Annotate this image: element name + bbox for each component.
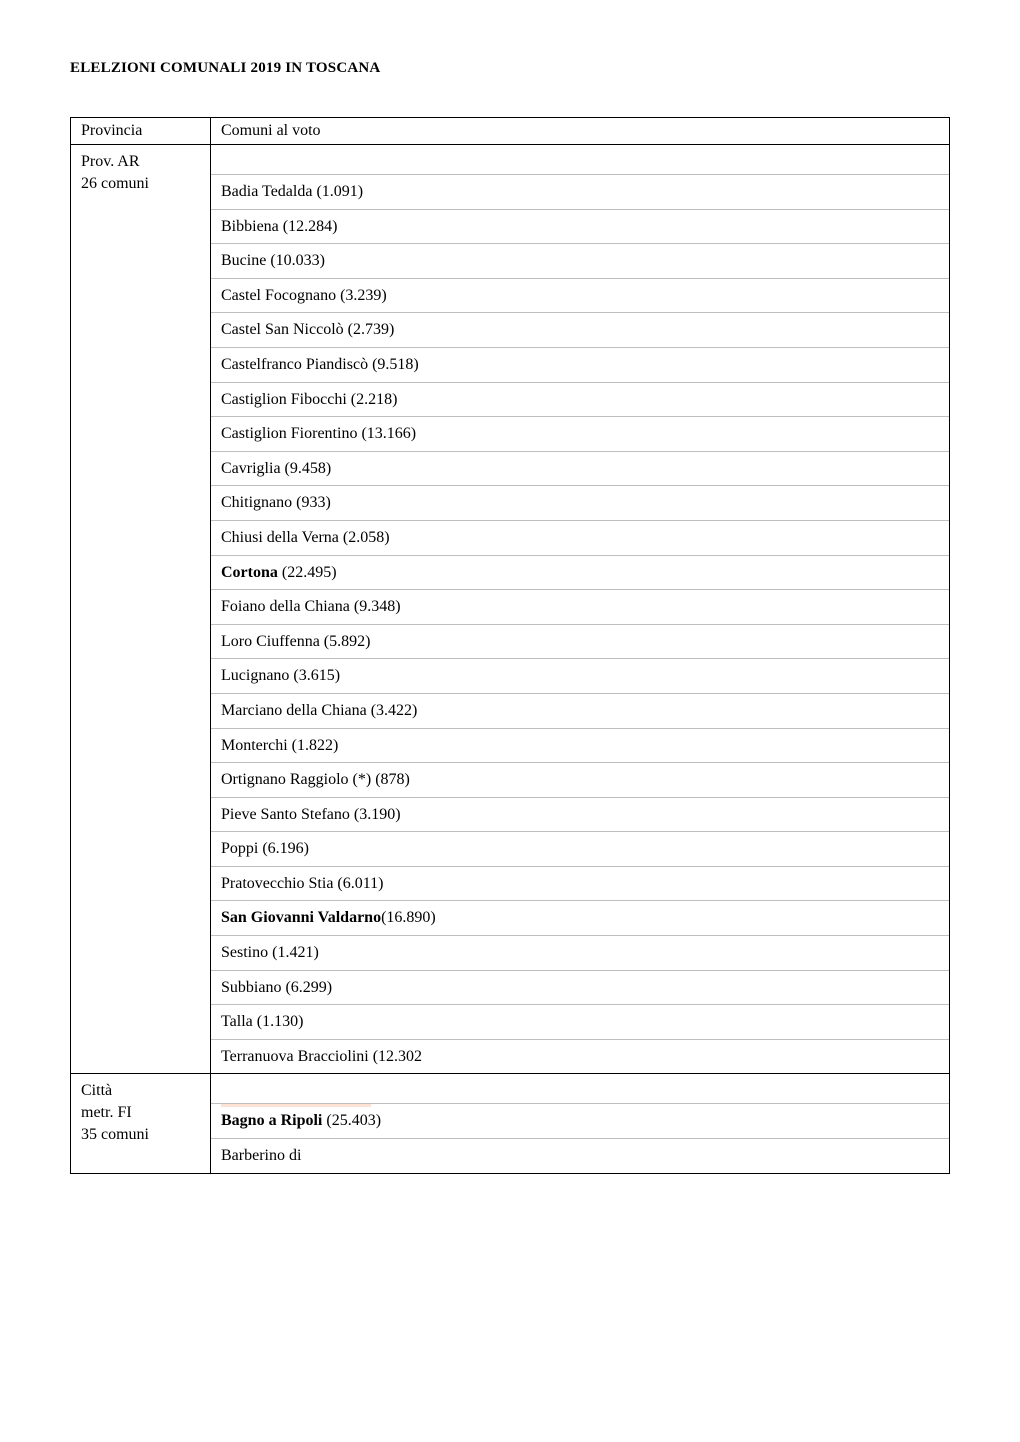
list-item: Bibbiena (12.284) [211,210,949,245]
table-row: Città metr. FI 35 comuni Bagno a Ripoli (25… [71,1074,950,1173]
spacer-row [211,145,949,175]
list-item-text: Bucine (10.033) [221,252,325,269]
list-item: Foiano della Chiana (9.348) [211,590,949,625]
list-item-text: Loro Ciuffenna (5.892) [221,633,370,650]
list-item-text: (16.890) [381,909,436,926]
provincia-line: Città [81,1082,112,1099]
list-item-text: Talla (1.130) [221,1013,303,1030]
list-item: Sestino (1.421) [211,936,949,971]
list-item: Pieve Santo Stefano (3.190) [211,798,949,833]
list-item: Castelfranco Piandiscò (9.518) [211,348,949,383]
list-item: Castiglion Fiorentino (13.166) [211,417,949,452]
list-item: Monterchi (1.822) [211,729,949,764]
comuni-table: Provincia Comuni al voto Prov. AR 26 comu… [70,117,950,1174]
list-item-text: Pieve Santo Stefano (3.190) [221,806,401,823]
provincia-line: 35 comuni [81,1126,149,1143]
provincia-line: 26 comuni [81,175,149,192]
list-item-text: Terranuova Bracciolini (12.302 [221,1048,422,1065]
list-item-text: Monterchi (1.822) [221,737,338,754]
list-item-text: Cortona [221,564,278,581]
comuni-cell: Badia Tedalda (1.091) Bibbiena (12.284) Bu… [211,145,950,1074]
list-item-text: Ortignano Raggiolo (*) (878) [221,771,410,788]
list-item-text: Barberino di [221,1147,301,1164]
list-item-text: Foiano della Chiana (9.348) [221,598,401,615]
list-item-text: Subbiano (6.299) [221,979,332,996]
list-item-text: Badia Tedalda (1.091) [221,183,363,200]
list-item: Subbiano (6.299) [211,971,949,1006]
table-header-row: Provincia Comuni al voto [71,118,950,145]
list-item: Lucignano (3.615) [211,659,949,694]
list-item-text: Castel Focognano (3.239) [221,287,387,304]
list-item: Cavriglia (9.458) [211,452,949,487]
list-item: Terranuova Bracciolini (12.302 [211,1040,949,1074]
list-item: Castel San Niccolò (2.739) [211,313,949,348]
list-item: Poppi (6.196) [211,832,949,867]
list-item-text: Bibbiena (12.284) [221,218,337,235]
list-item-text: Castelfranco Piandiscò (9.518) [221,356,419,373]
list-item-text: (22.495) [278,564,337,581]
list-item-text: Lucignano (3.615) [221,667,340,684]
comuni-cell: Bagno a Ripoli (25.403) Barberino di [211,1074,950,1173]
list-item-text: (25.403) [322,1112,381,1129]
list-item: Marciano della Chiana (3.422) [211,694,949,729]
list-item: Bucine (10.033) [211,244,949,279]
spacer-row [211,1074,949,1104]
provincia-line: metr. FI [81,1104,132,1121]
list-item-text: Chitignano (933) [221,494,331,511]
list-item: Cortona (22.495) [211,556,949,591]
document-title: ELELZIONI COMUNALI 2019 IN TOSCANA [70,60,950,77]
list-item: Talla (1.130) [211,1005,949,1040]
provincia-cell: Prov. AR 26 comuni [71,145,211,1074]
header-provincia: Provincia [71,118,211,145]
list-item: Badia Tedalda (1.091) [211,175,949,210]
list-item: Loro Ciuffenna (5.892) [211,625,949,660]
list-item: San Giovanni Valdarno(16.890) [211,901,949,936]
list-item-text: Sestino (1.421) [221,944,319,961]
list-item-text: Castiglion Fibocchi (2.218) [221,391,397,408]
list-item-text: Poppi (6.196) [221,840,309,857]
list-item: Bagno a Ripoli (25.403) [211,1104,949,1139]
list-item-text: Pratovecchio Stia (6.011) [221,875,383,892]
list-item: Ortignano Raggiolo (*) (878) [211,763,949,798]
table-row: Prov. AR 26 comuni Badia Tedalda (1.091) Bi… [71,145,950,1074]
list-item-text: Castel San Niccolò (2.739) [221,321,394,338]
list-item-text: Bagno a Ripoli [221,1112,322,1129]
list-item: Barberino di [211,1139,949,1173]
list-item: Castiglion Fibocchi (2.218) [211,383,949,418]
list-item: Castel Focognano (3.239) [211,279,949,314]
list-item-text: Marciano della Chiana (3.422) [221,702,417,719]
list-item: Chitignano (933) [211,486,949,521]
list-item-text: Castiglion Fiorentino (13.166) [221,425,416,442]
provincia-cell: Città metr. FI 35 comuni [71,1074,211,1173]
list-item: Chiusi della Verna (2.058) [211,521,949,556]
list-item-text: San Giovanni Valdarno [221,909,381,926]
provincia-line: Prov. AR [81,153,140,170]
list-item: Pratovecchio Stia (6.011) [211,867,949,902]
list-item-text: Cavriglia (9.458) [221,460,331,477]
header-comuni: Comuni al voto [211,118,950,145]
list-item-text: Chiusi della Verna (2.058) [221,529,390,546]
